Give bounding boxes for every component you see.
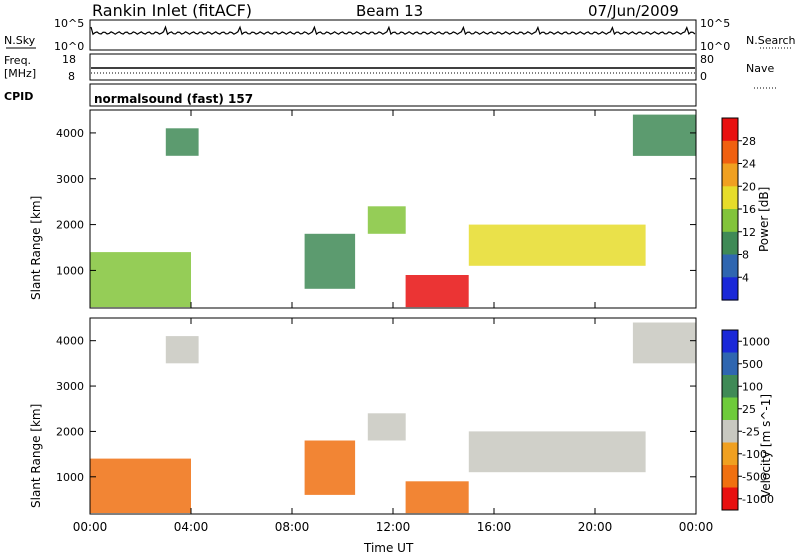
data-region-6 <box>632 322 696 364</box>
y-tick-label: 2000 <box>56 219 84 232</box>
data-region-0 <box>90 252 191 308</box>
x-tick-label: 00:00 <box>679 520 714 534</box>
power-data-layer <box>90 114 696 308</box>
data-region-5 <box>468 224 646 266</box>
data-region-4 <box>405 481 469 514</box>
data-region-4 <box>405 275 469 308</box>
colorbar-tick-label: 12 <box>742 226 756 239</box>
colorbar-segment <box>722 487 738 511</box>
colorbar-tick-label: 1000 <box>742 335 770 348</box>
colorbar-tick-label: 25 <box>742 403 756 416</box>
nsky-trace <box>90 25 696 36</box>
data-region-0 <box>90 458 191 513</box>
data-region-1 <box>165 336 199 364</box>
nsky-panel <box>89 19 697 51</box>
x-tick-label: 12:00 <box>376 520 411 534</box>
colorbar-tick-label: 20 <box>742 180 756 193</box>
x-tick-label: 04:00 <box>174 520 209 534</box>
colorbar-segment <box>722 352 738 376</box>
y-tick-label: 2000 <box>56 425 84 438</box>
colorbar-segment <box>722 163 738 187</box>
colorbar-tick-label: 24 <box>742 158 756 171</box>
y-tick-label: 4000 <box>56 335 84 348</box>
freq-label: Freq. <box>4 54 31 67</box>
velocity-colorbar-label: Velocity [m s^-1] <box>759 394 773 498</box>
colorbar-tick-label: 8 <box>742 249 749 262</box>
y-tick-label: 1000 <box>56 471 84 484</box>
beam-label: Beam 13 <box>356 2 423 20</box>
nave-tick-bottom: 0 <box>700 70 707 83</box>
power-ylabel: Slant Range [km] <box>29 196 43 300</box>
colorbar-segment <box>722 254 738 278</box>
data-region-3 <box>367 206 406 234</box>
cpid-value: normalsound (fast) 157 <box>94 92 253 106</box>
colorbar-segment <box>722 330 738 353</box>
colorbar-tick-label: 4 <box>742 271 749 284</box>
data-region-1 <box>165 128 199 156</box>
y-tick-label: 3000 <box>56 173 84 186</box>
y-tick-label: 4000 <box>56 127 84 140</box>
colorbar-tick-label: -1000 <box>742 493 774 506</box>
colorbar-frame <box>721 329 739 511</box>
colorbar-segment <box>722 140 738 165</box>
colorbar-segment <box>722 209 738 233</box>
velocity-panel: 1000 2000 3000 4000 00:00 04:00 08:00 12:00 16:… <box>29 317 714 534</box>
colorbar-segment <box>722 118 738 142</box>
colorbar-segment <box>722 442 738 466</box>
data-region-5 <box>468 431 646 473</box>
x-tick-label: 20:00 <box>578 520 613 534</box>
data-region-2 <box>304 233 356 289</box>
colorbar-tick-label: 16 <box>742 203 756 216</box>
power-x-axis <box>89 110 697 308</box>
x-tick-label: 00:00 <box>73 520 108 534</box>
velocity-data-layer <box>90 322 696 514</box>
x-tick-label: 08:00 <box>275 520 310 534</box>
cpid-panel <box>89 83 697 107</box>
colorbar-tick-label: 100 <box>742 380 763 393</box>
freq-tick-bottom: 8 <box>68 70 75 83</box>
velocity-y-axis: 1000 2000 3000 4000 <box>56 335 696 484</box>
velocity-colorbar: 1000 500 100 25 -25 -100 -500 -1000 <box>721 329 774 511</box>
colorbar-segment <box>722 231 738 256</box>
x-tick-label: 16:00 <box>477 520 512 534</box>
nsearch-tick-top: 10^5 <box>700 17 730 30</box>
nave-tick-top: 80 <box>700 53 714 66</box>
nsky-tick-bottom: 10^0 <box>54 40 84 53</box>
data-region-2 <box>304 440 356 495</box>
nave-label: Nave <box>746 62 774 75</box>
colorbar-segment <box>722 186 738 210</box>
colorbar-segment <box>722 397 738 421</box>
nsearch-label: N.Search <box>746 34 796 47</box>
x-axis-label: Time UT <box>363 541 414 554</box>
data-region-3 <box>367 413 406 441</box>
freq-unit: [MHz] <box>4 67 36 80</box>
data-region-6 <box>632 114 696 156</box>
colorbar-tick-label: -25 <box>742 425 760 438</box>
freq-tick-top: 18 <box>62 53 76 66</box>
colorbar-tick-label: -500 <box>742 470 767 483</box>
colorbar-tick-label: 28 <box>742 135 756 148</box>
nsearch-tick-bottom: 10^0 <box>700 40 730 53</box>
y-tick-label: 3000 <box>56 380 84 393</box>
nsky-label: N.Sky <box>4 34 36 47</box>
date-label: 07/Jun/2009 <box>588 2 679 20</box>
colorbar-segment <box>722 277 738 301</box>
colorbar-segment <box>722 420 738 443</box>
cpid-label: CPID <box>4 90 33 103</box>
station-title: Rankin Inlet (fitACF) <box>92 1 252 20</box>
colorbar-tick-label: 500 <box>742 358 763 371</box>
freq-panel <box>89 53 697 81</box>
y-tick-label: 1000 <box>56 264 84 277</box>
power-panel: 1000 2000 3000 4000 Slant Range [km] <box>29 109 697 309</box>
power-colorbar: 4 8 12 16 20 24 28 <box>721 117 756 301</box>
velocity-x-axis: 00:00 04:00 08:00 12:00 16:00 20:00 00:00 <box>73 318 714 534</box>
colorbar-segment <box>722 375 738 398</box>
power-y-axis: 1000 2000 3000 4000 <box>56 127 696 277</box>
colorbar-segment <box>722 465 738 488</box>
power-colorbar-label: Power [dB] <box>757 187 771 252</box>
colorbar-tick-label: -100 <box>742 448 767 461</box>
velocity-ylabel: Slant Range [km] <box>29 404 43 508</box>
nsky-tick-top: 10^5 <box>54 17 84 30</box>
